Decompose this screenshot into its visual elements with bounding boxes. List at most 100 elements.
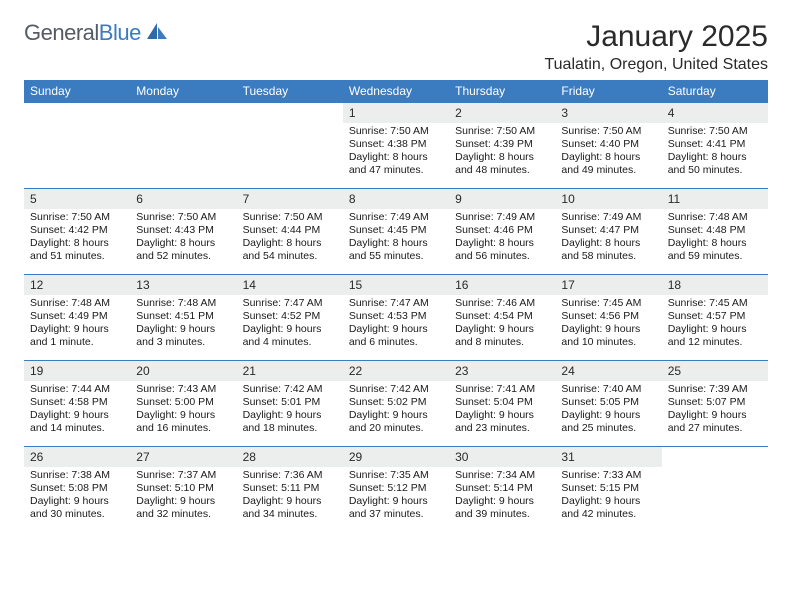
day-number: 3 [555, 103, 661, 123]
header: GeneralBlue January 2025 Tualatin, Orego… [24, 20, 768, 74]
sunrise-text: Sunrise: 7:50 AM [136, 211, 230, 224]
daylight-text: Daylight: 8 hours and 59 minutes. [668, 237, 762, 263]
day-details: Sunrise: 7:38 AMSunset: 5:08 PMDaylight:… [24, 467, 130, 526]
sunset-text: Sunset: 5:14 PM [455, 482, 549, 495]
calendar-cell: 3Sunrise: 7:50 AMSunset: 4:40 PMDaylight… [555, 103, 661, 189]
day-details: Sunrise: 7:35 AMSunset: 5:12 PMDaylight:… [343, 467, 449, 526]
logo-text-general: General [24, 20, 99, 45]
sunset-text: Sunset: 4:51 PM [136, 310, 230, 323]
sunrise-text: Sunrise: 7:47 AM [349, 297, 443, 310]
calendar-cell: 14Sunrise: 7:47 AMSunset: 4:52 PMDayligh… [237, 275, 343, 361]
sunrise-text: Sunrise: 7:41 AM [455, 383, 549, 396]
daylight-text: Daylight: 9 hours and 34 minutes. [243, 495, 337, 521]
sunset-text: Sunset: 4:47 PM [561, 224, 655, 237]
weekday-header: Sunday [24, 80, 130, 103]
calendar-cell: 7Sunrise: 7:50 AMSunset: 4:44 PMDaylight… [237, 189, 343, 275]
sunrise-text: Sunrise: 7:50 AM [561, 125, 655, 138]
day-number: 8 [343, 189, 449, 209]
day-number: 16 [449, 275, 555, 295]
calendar-cell: 23Sunrise: 7:41 AMSunset: 5:04 PMDayligh… [449, 361, 555, 447]
calendar-cell: 2Sunrise: 7:50 AMSunset: 4:39 PMDaylight… [449, 103, 555, 189]
daylight-text: Daylight: 8 hours and 54 minutes. [243, 237, 337, 263]
calendar-cell: 16Sunrise: 7:46 AMSunset: 4:54 PMDayligh… [449, 275, 555, 361]
sunrise-text: Sunrise: 7:38 AM [30, 469, 124, 482]
day-number: 26 [24, 447, 130, 467]
daylight-text: Daylight: 8 hours and 56 minutes. [455, 237, 549, 263]
location-text: Tualatin, Oregon, United States [544, 56, 768, 74]
day-number: 31 [555, 447, 661, 467]
calendar-cell: 27Sunrise: 7:37 AMSunset: 5:10 PMDayligh… [130, 447, 236, 533]
day-details: Sunrise: 7:50 AMSunset: 4:39 PMDaylight:… [449, 123, 555, 182]
sunset-text: Sunset: 5:01 PM [243, 396, 337, 409]
day-details: Sunrise: 7:44 AMSunset: 4:58 PMDaylight:… [24, 381, 130, 440]
calendar-cell: 17Sunrise: 7:45 AMSunset: 4:56 PMDayligh… [555, 275, 661, 361]
calendar-week-row: 1Sunrise: 7:50 AMSunset: 4:38 PMDaylight… [24, 103, 768, 189]
sunset-text: Sunset: 5:05 PM [561, 396, 655, 409]
day-details: Sunrise: 7:49 AMSunset: 4:47 PMDaylight:… [555, 209, 661, 268]
day-details: Sunrise: 7:36 AMSunset: 5:11 PMDaylight:… [237, 467, 343, 526]
day-number: 20 [130, 361, 236, 381]
daylight-text: Daylight: 9 hours and 25 minutes. [561, 409, 655, 435]
calendar-cell [662, 447, 768, 533]
sunset-text: Sunset: 4:57 PM [668, 310, 762, 323]
daylight-text: Daylight: 9 hours and 30 minutes. [30, 495, 124, 521]
calendar-cell: 9Sunrise: 7:49 AMSunset: 4:46 PMDaylight… [449, 189, 555, 275]
sunset-text: Sunset: 4:53 PM [349, 310, 443, 323]
day-number: 12 [24, 275, 130, 295]
daylight-text: Daylight: 9 hours and 12 minutes. [668, 323, 762, 349]
calendar-week-row: 12Sunrise: 7:48 AMSunset: 4:49 PMDayligh… [24, 275, 768, 361]
sunrise-text: Sunrise: 7:49 AM [349, 211, 443, 224]
day-details: Sunrise: 7:41 AMSunset: 5:04 PMDaylight:… [449, 381, 555, 440]
daylight-text: Daylight: 9 hours and 10 minutes. [561, 323, 655, 349]
sunset-text: Sunset: 4:39 PM [455, 138, 549, 151]
day-details: Sunrise: 7:49 AMSunset: 4:45 PMDaylight:… [343, 209, 449, 268]
day-number: 25 [662, 361, 768, 381]
sunset-text: Sunset: 4:40 PM [561, 138, 655, 151]
sunrise-text: Sunrise: 7:50 AM [668, 125, 762, 138]
calendar-cell: 28Sunrise: 7:36 AMSunset: 5:11 PMDayligh… [237, 447, 343, 533]
daylight-text: Daylight: 9 hours and 6 minutes. [349, 323, 443, 349]
daylight-text: Daylight: 9 hours and 8 minutes. [455, 323, 549, 349]
day-number: 18 [662, 275, 768, 295]
day-number: 9 [449, 189, 555, 209]
daylight-text: Daylight: 9 hours and 27 minutes. [668, 409, 762, 435]
calendar-cell: 26Sunrise: 7:38 AMSunset: 5:08 PMDayligh… [24, 447, 130, 533]
sunset-text: Sunset: 5:12 PM [349, 482, 443, 495]
calendar-cell: 29Sunrise: 7:35 AMSunset: 5:12 PMDayligh… [343, 447, 449, 533]
day-details: Sunrise: 7:33 AMSunset: 5:15 PMDaylight:… [555, 467, 661, 526]
day-details: Sunrise: 7:37 AMSunset: 5:10 PMDaylight:… [130, 467, 236, 526]
sunrise-text: Sunrise: 7:49 AM [561, 211, 655, 224]
daylight-text: Daylight: 8 hours and 48 minutes. [455, 151, 549, 177]
sunset-text: Sunset: 5:04 PM [455, 396, 549, 409]
daylight-text: Daylight: 8 hours and 52 minutes. [136, 237, 230, 263]
sunrise-text: Sunrise: 7:46 AM [455, 297, 549, 310]
calendar-cell: 11Sunrise: 7:48 AMSunset: 4:48 PMDayligh… [662, 189, 768, 275]
weekday-header: Saturday [662, 80, 768, 103]
daylight-text: Daylight: 9 hours and 1 minute. [30, 323, 124, 349]
day-number: 7 [237, 189, 343, 209]
sunrise-text: Sunrise: 7:47 AM [243, 297, 337, 310]
day-details: Sunrise: 7:45 AMSunset: 4:57 PMDaylight:… [662, 295, 768, 354]
day-number: 2 [449, 103, 555, 123]
calendar-cell: 22Sunrise: 7:42 AMSunset: 5:02 PMDayligh… [343, 361, 449, 447]
day-number: 1 [343, 103, 449, 123]
sunset-text: Sunset: 5:11 PM [243, 482, 337, 495]
daylight-text: Daylight: 8 hours and 55 minutes. [349, 237, 443, 263]
day-number: 29 [343, 447, 449, 467]
day-number: 23 [449, 361, 555, 381]
sunrise-text: Sunrise: 7:45 AM [668, 297, 762, 310]
sunset-text: Sunset: 4:41 PM [668, 138, 762, 151]
sunset-text: Sunset: 4:48 PM [668, 224, 762, 237]
day-number: 13 [130, 275, 236, 295]
title-block: January 2025 Tualatin, Oregon, United St… [544, 20, 768, 74]
daylight-text: Daylight: 9 hours and 18 minutes. [243, 409, 337, 435]
calendar-table: Sunday Monday Tuesday Wednesday Thursday… [24, 80, 768, 533]
weekday-header: Tuesday [237, 80, 343, 103]
day-details: Sunrise: 7:48 AMSunset: 4:51 PMDaylight:… [130, 295, 236, 354]
daylight-text: Daylight: 9 hours and 32 minutes. [136, 495, 230, 521]
sunrise-text: Sunrise: 7:50 AM [30, 211, 124, 224]
day-details: Sunrise: 7:40 AMSunset: 5:05 PMDaylight:… [555, 381, 661, 440]
sunset-text: Sunset: 4:45 PM [349, 224, 443, 237]
calendar-cell: 15Sunrise: 7:47 AMSunset: 4:53 PMDayligh… [343, 275, 449, 361]
calendar-cell: 21Sunrise: 7:42 AMSunset: 5:01 PMDayligh… [237, 361, 343, 447]
